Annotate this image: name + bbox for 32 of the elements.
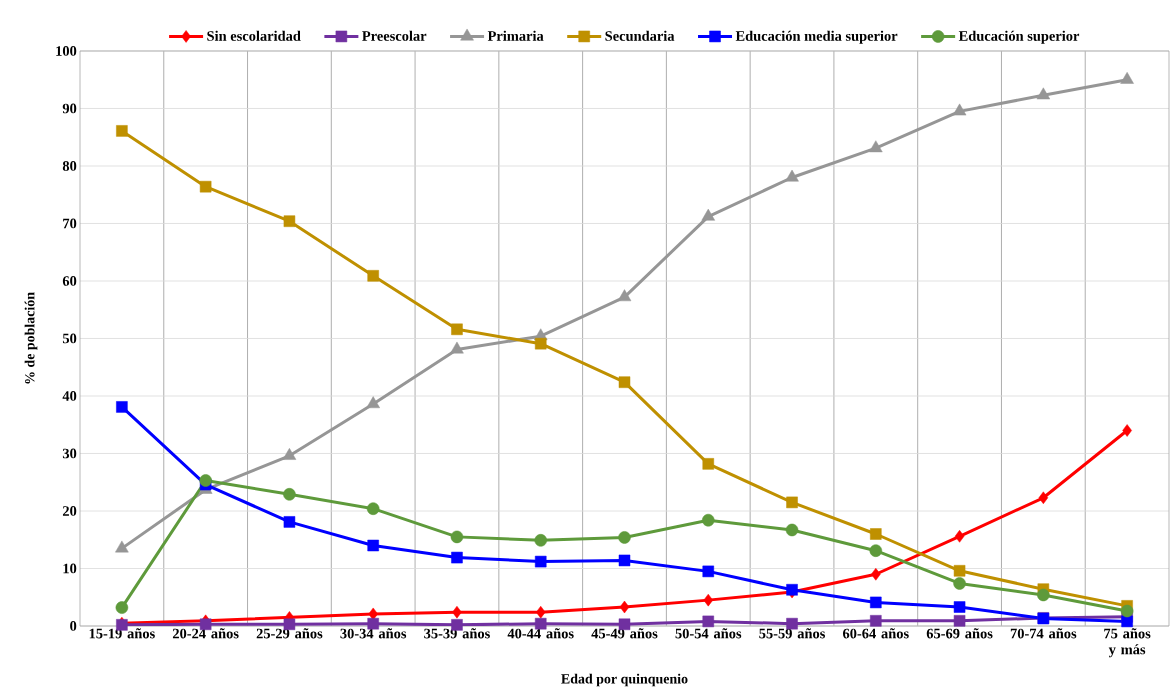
- y-tick-label: 80: [62, 161, 77, 171]
- legend-label: Educación superior: [958, 30, 1080, 44]
- y-tick-label: 100: [56, 46, 77, 56]
- y-tick-label: 10: [63, 563, 77, 574]
- x-tick-label: 50-54 años: [675, 628, 742, 639]
- y-tick-label: 50: [62, 333, 77, 344]
- y-tick-label: 40: [62, 391, 77, 401]
- x-tick-label: 35-39 años: [424, 628, 490, 639]
- x-tick-label: 70-74 años: [1010, 628, 1077, 639]
- legend-label: Primaria: [487, 30, 544, 41]
- y-tick-label: 70: [63, 218, 77, 229]
- x-tick-label: 45-49 años: [591, 628, 658, 639]
- x-tick-label: 30-34 años: [340, 628, 407, 639]
- y-axis-title: % de población: [24, 292, 38, 384]
- y-tick-label: 20: [62, 506, 77, 516]
- x-tick-label: 15-19 años: [89, 628, 155, 639]
- y-tick-label: 30: [62, 448, 77, 459]
- x-tick-label: 20-24 años: [172, 628, 239, 639]
- y-tick-label: 90: [62, 103, 77, 114]
- x-tick-label: 40-44 años: [507, 628, 574, 639]
- x-tick-label: 60-64 años: [842, 628, 909, 639]
- x-tick-label: 55-59 años: [759, 628, 825, 639]
- x-tick-label: 75 años y más: [1104, 628, 1151, 658]
- x-tick-label: 65-69 años: [926, 628, 993, 639]
- x-tick-label: 25-29 años: [256, 628, 323, 639]
- x-axis-title: Edad por quinquenio: [561, 673, 688, 687]
- y-tick-label: 0: [70, 621, 77, 631]
- legend-label: Preescolar: [362, 30, 427, 41]
- y-tick-label: 60: [62, 276, 77, 286]
- legend-label: Secundaria: [605, 30, 675, 41]
- legend-label: Educación media superior: [735, 30, 898, 44]
- legend-label: Sin escolaridad: [207, 30, 301, 41]
